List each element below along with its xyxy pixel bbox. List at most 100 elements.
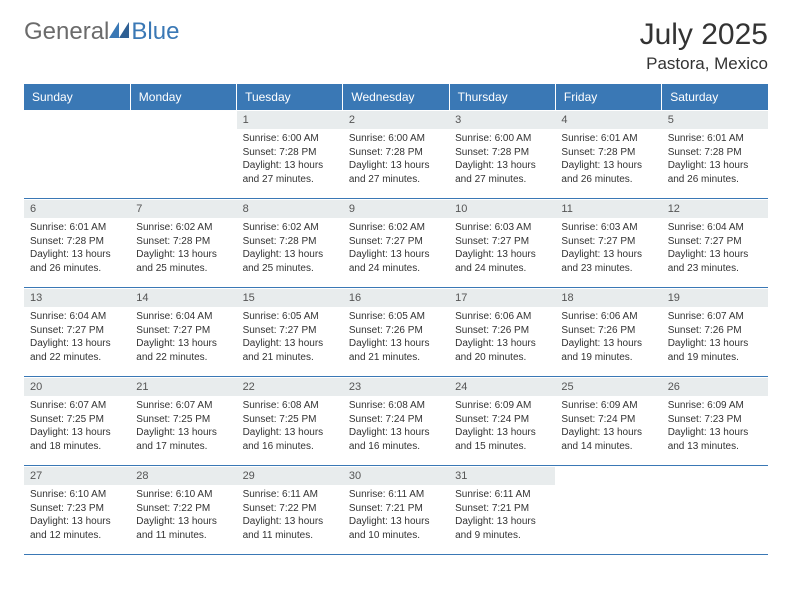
day-line-d1: Daylight: 13 hours (668, 159, 762, 173)
day-line-ss: Sunset: 7:24 PM (561, 413, 655, 427)
day-body: Sunrise: 6:01 AMSunset: 7:28 PMDaylight:… (662, 129, 768, 191)
day-line-ss: Sunset: 7:26 PM (668, 324, 762, 338)
day-line-d2: and 9 minutes. (455, 529, 549, 543)
day-line-ss: Sunset: 7:27 PM (561, 235, 655, 249)
day-number: 12 (662, 199, 768, 218)
day-line-d1: Daylight: 13 hours (561, 159, 655, 173)
day-number: 18 (555, 288, 661, 307)
day-line-d1: Daylight: 13 hours (30, 337, 124, 351)
day-number: 11 (555, 199, 661, 218)
day-number: 27 (24, 466, 130, 485)
calendar-cell: 12Sunrise: 6:04 AMSunset: 7:27 PMDayligh… (662, 199, 768, 288)
calendar-cell: 9Sunrise: 6:02 AMSunset: 7:27 PMDaylight… (343, 199, 449, 288)
day-number: 28 (130, 466, 236, 485)
day-body: Sunrise: 6:11 AMSunset: 7:21 PMDaylight:… (449, 485, 555, 547)
day-line-sr: Sunrise: 6:11 AM (243, 488, 337, 502)
logo-text-blue: Blue (131, 18, 179, 46)
day-line-d1: Daylight: 13 hours (349, 159, 443, 173)
day-line-sr: Sunrise: 6:06 AM (455, 310, 549, 324)
day-line-sr: Sunrise: 6:05 AM (243, 310, 337, 324)
day-body: Sunrise: 6:06 AMSunset: 7:26 PMDaylight:… (555, 307, 661, 369)
calendar-cell: 26Sunrise: 6:09 AMSunset: 7:23 PMDayligh… (662, 377, 768, 466)
day-line-ss: Sunset: 7:28 PM (30, 235, 124, 249)
day-line-sr: Sunrise: 6:02 AM (349, 221, 443, 235)
day-line-d2: and 17 minutes. (136, 440, 230, 454)
calendar-cell: 3Sunrise: 6:00 AMSunset: 7:28 PMDaylight… (449, 110, 555, 199)
day-line-d2: and 14 minutes. (561, 440, 655, 454)
day-body: Sunrise: 6:01 AMSunset: 7:28 PMDaylight:… (555, 129, 661, 191)
calendar-cell: 20Sunrise: 6:07 AMSunset: 7:25 PMDayligh… (24, 377, 130, 466)
calendar-cell: 5Sunrise: 6:01 AMSunset: 7:28 PMDaylight… (662, 110, 768, 199)
day-line-ss: Sunset: 7:26 PM (455, 324, 549, 338)
day-line-ss: Sunset: 7:27 PM (243, 324, 337, 338)
day-body: Sunrise: 6:04 AMSunset: 7:27 PMDaylight:… (24, 307, 130, 369)
day-line-sr: Sunrise: 6:00 AM (243, 132, 337, 146)
calendar-cell (24, 110, 130, 199)
day-body: Sunrise: 6:06 AMSunset: 7:26 PMDaylight:… (449, 307, 555, 369)
calendar-body: 1Sunrise: 6:00 AMSunset: 7:28 PMDaylight… (24, 110, 768, 555)
day-line-sr: Sunrise: 6:09 AM (668, 399, 762, 413)
day-line-d1: Daylight: 13 hours (136, 337, 230, 351)
day-line-d2: and 18 minutes. (30, 440, 124, 454)
day-line-ss: Sunset: 7:25 PM (136, 413, 230, 427)
day-line-d1: Daylight: 13 hours (561, 337, 655, 351)
day-line-ss: Sunset: 7:28 PM (243, 146, 337, 160)
day-body: Sunrise: 6:11 AMSunset: 7:21 PMDaylight:… (343, 485, 449, 547)
weekday-header: Wednesday (343, 84, 449, 110)
calendar-cell: 11Sunrise: 6:03 AMSunset: 7:27 PMDayligh… (555, 199, 661, 288)
day-number: 17 (449, 288, 555, 307)
day-line-d1: Daylight: 13 hours (136, 515, 230, 529)
day-body: Sunrise: 6:10 AMSunset: 7:23 PMDaylight:… (24, 485, 130, 547)
day-line-ss: Sunset: 7:23 PM (30, 502, 124, 516)
calendar-cell: 2Sunrise: 6:00 AMSunset: 7:28 PMDaylight… (343, 110, 449, 199)
day-line-sr: Sunrise: 6:10 AM (30, 488, 124, 502)
day-line-d1: Daylight: 13 hours (243, 248, 337, 262)
calendar-cell: 6Sunrise: 6:01 AMSunset: 7:28 PMDaylight… (24, 199, 130, 288)
month-year: July 2025 (640, 18, 768, 52)
calendar-week: 27Sunrise: 6:10 AMSunset: 7:23 PMDayligh… (24, 466, 768, 555)
day-body: Sunrise: 6:00 AMSunset: 7:28 PMDaylight:… (237, 129, 343, 191)
calendar-cell: 22Sunrise: 6:08 AMSunset: 7:25 PMDayligh… (237, 377, 343, 466)
calendar-cell: 16Sunrise: 6:05 AMSunset: 7:26 PMDayligh… (343, 288, 449, 377)
day-line-sr: Sunrise: 6:09 AM (561, 399, 655, 413)
calendar-week: 1Sunrise: 6:00 AMSunset: 7:28 PMDaylight… (24, 110, 768, 199)
calendar-cell (130, 110, 236, 199)
weekday-header: Tuesday (237, 84, 343, 110)
day-line-sr: Sunrise: 6:05 AM (349, 310, 443, 324)
day-line-d1: Daylight: 13 hours (455, 337, 549, 351)
day-line-d1: Daylight: 13 hours (349, 515, 443, 529)
day-line-ss: Sunset: 7:21 PM (455, 502, 549, 516)
day-line-sr: Sunrise: 6:01 AM (561, 132, 655, 146)
day-number: 30 (343, 466, 449, 485)
day-line-ss: Sunset: 7:26 PM (561, 324, 655, 338)
day-line-d1: Daylight: 13 hours (455, 426, 549, 440)
day-line-d1: Daylight: 13 hours (455, 515, 549, 529)
day-number: 15 (237, 288, 343, 307)
day-line-d1: Daylight: 13 hours (349, 337, 443, 351)
day-body: Sunrise: 6:08 AMSunset: 7:25 PMDaylight:… (237, 396, 343, 458)
day-number: 14 (130, 288, 236, 307)
day-number: 16 (343, 288, 449, 307)
logo-text-general: General (24, 18, 109, 46)
calendar-cell: 4Sunrise: 6:01 AMSunset: 7:28 PMDaylight… (555, 110, 661, 199)
day-line-d2: and 26 minutes. (561, 173, 655, 187)
day-line-d2: and 27 minutes. (349, 173, 443, 187)
day-body: Sunrise: 6:01 AMSunset: 7:28 PMDaylight:… (24, 218, 130, 280)
day-number: 10 (449, 199, 555, 218)
day-line-d1: Daylight: 13 hours (243, 159, 337, 173)
day-line-d1: Daylight: 13 hours (349, 426, 443, 440)
calendar-cell: 24Sunrise: 6:09 AMSunset: 7:24 PMDayligh… (449, 377, 555, 466)
calendar-cell: 18Sunrise: 6:06 AMSunset: 7:26 PMDayligh… (555, 288, 661, 377)
calendar-cell: 10Sunrise: 6:03 AMSunset: 7:27 PMDayligh… (449, 199, 555, 288)
day-line-sr: Sunrise: 6:07 AM (668, 310, 762, 324)
day-line-d1: Daylight: 13 hours (30, 515, 124, 529)
day-body: Sunrise: 6:09 AMSunset: 7:24 PMDaylight:… (555, 396, 661, 458)
day-body: Sunrise: 6:04 AMSunset: 7:27 PMDaylight:… (130, 307, 236, 369)
day-line-sr: Sunrise: 6:02 AM (136, 221, 230, 235)
day-line-d2: and 26 minutes. (668, 173, 762, 187)
day-line-d2: and 11 minutes. (243, 529, 337, 543)
day-line-sr: Sunrise: 6:03 AM (455, 221, 549, 235)
day-body: Sunrise: 6:10 AMSunset: 7:22 PMDaylight:… (130, 485, 236, 547)
day-line-sr: Sunrise: 6:04 AM (136, 310, 230, 324)
day-body: Sunrise: 6:11 AMSunset: 7:22 PMDaylight:… (237, 485, 343, 547)
